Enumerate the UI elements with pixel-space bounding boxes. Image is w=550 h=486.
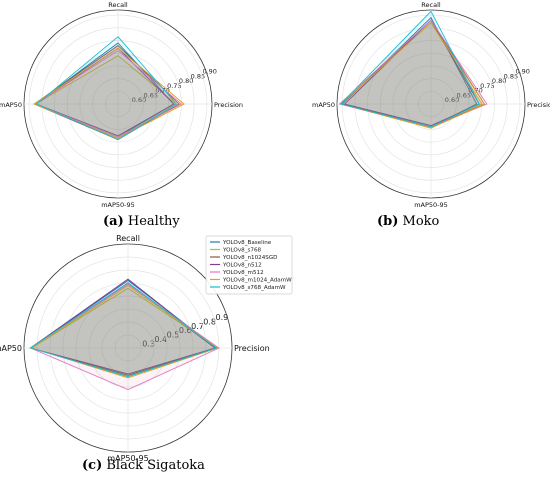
radar-tick-label: 0.60 bbox=[445, 96, 459, 104]
radar-tick-label: 0.85 bbox=[504, 72, 518, 80]
radar-tick-label: 0.7 bbox=[191, 322, 204, 331]
radar-axis-label: Precision bbox=[214, 101, 243, 109]
radar-axis-label: mAP50 bbox=[0, 344, 22, 353]
radar-axis-label: Recall bbox=[108, 1, 128, 9]
radar-series-YOLOv8_m1024_AdamW bbox=[339, 22, 486, 129]
radar-axis-label: mAP50-95 bbox=[107, 454, 148, 463]
radar-axis-label: mAP50 bbox=[0, 101, 22, 109]
legend-entry: YOLOv8_m1024_AdamW bbox=[222, 278, 292, 284]
legend-entry: YOLOv8_n1024SGD bbox=[222, 255, 277, 261]
caption-b: (b) Moko bbox=[377, 214, 440, 229]
radar-tick-label: 0.85 bbox=[191, 72, 205, 80]
radar-axis-label: Precision bbox=[527, 101, 550, 109]
legend-entry: YOLOv8_Baseline bbox=[222, 240, 272, 246]
radar-series-YOLOv8_s768_AdamW bbox=[35, 36, 178, 141]
legend-box bbox=[205, 235, 293, 295]
radar-series-YOLOv8_n512 bbox=[343, 19, 480, 127]
radar-tick-label: 0.90 bbox=[515, 68, 529, 76]
radar-series-YOLOv8_s768_AdamW bbox=[29, 282, 218, 378]
legend: YOLOv8_Baseline YOLOv8_s768YOLOv8_n1024SG… bbox=[205, 235, 293, 295]
radar-tick-label: 0.80 bbox=[492, 77, 506, 85]
legend-entry: YOLOv8_s768_AdamW bbox=[222, 285, 286, 291]
radar-series-YOLOv8_s768_AdamW bbox=[339, 10, 480, 128]
legend-entry: YOLOv8_n512 bbox=[222, 263, 262, 269]
radar-tick-label: 0.65 bbox=[144, 91, 158, 99]
radar-axis-label: Recall bbox=[116, 234, 140, 243]
radar-axis-label: Recall bbox=[421, 1, 441, 9]
radar-tick-label: 0.75 bbox=[167, 82, 181, 90]
radar-panel-3: 0.3 0.4 0.5 0.6 0.7 0.8 0.9 Recall Precision mAP5… bbox=[0, 234, 270, 463]
radar-series-YOLOv8_m1024_AdamW bbox=[33, 47, 185, 139]
radar-axis-label: Precision bbox=[234, 344, 270, 353]
radar-tick-label: 0.5 bbox=[167, 331, 180, 340]
radar-tick-label: 0.70 bbox=[155, 87, 169, 95]
radar-axis-label: mAP50 bbox=[312, 101, 335, 109]
caption-c: (c) Black Sigatoka bbox=[82, 458, 205, 473]
radar-tick-label: 0.90 bbox=[202, 68, 216, 76]
caption-a: (a) Healthy bbox=[103, 214, 180, 229]
radar-tick-label: 0.6 bbox=[179, 326, 192, 335]
legend-entry: YOLOv8_s768 bbox=[222, 248, 262, 254]
radar-tick-label: 0.4 bbox=[154, 335, 167, 344]
radar-tick-label: 0.8 bbox=[203, 317, 216, 326]
radar-tick-label: 0.80 bbox=[179, 77, 193, 85]
radar-panel-2: 0.600.650.700.750.800.850.90RecallPrecis… bbox=[312, 1, 550, 209]
legend-entry: YOLOv8_m512 bbox=[222, 270, 264, 276]
radar-axis-label: mAP50-95 bbox=[101, 201, 135, 209]
radar-axis-label: mAP50-95 bbox=[414, 201, 448, 209]
radar-tick-label: 0.3 bbox=[142, 340, 155, 349]
radar-tick-label: 0.75 bbox=[480, 82, 494, 90]
radar-panel-1: 0.600.650.700.750.800.850.90 Recall Precis… bbox=[0, 1, 243, 209]
radar-tick-label: 0.65 bbox=[457, 91, 471, 99]
radar-series-YOLOv8_m512 bbox=[34, 50, 183, 138]
radar-tick-label: 0.60 bbox=[132, 96, 146, 104]
radar-tick-label: 0.9 bbox=[216, 313, 229, 322]
